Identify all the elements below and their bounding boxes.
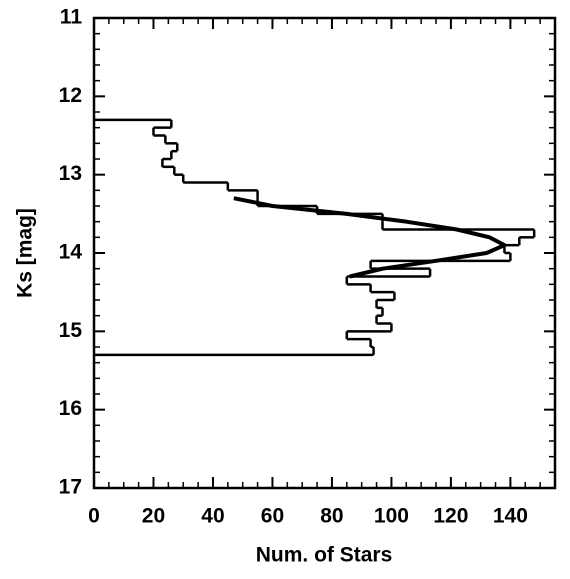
x-tick-label: 40 <box>201 505 224 528</box>
x-tick-label: 100 <box>374 505 409 528</box>
y-tick-label: 14 <box>59 241 83 264</box>
plot-frame <box>92 16 557 490</box>
y-tick-label: 13 <box>59 162 82 185</box>
x-tick-label: 20 <box>142 505 165 528</box>
fit-curve <box>233 196 507 279</box>
y-tick-label: 15 <box>59 319 83 342</box>
y-tick-label: 16 <box>59 397 82 420</box>
x-tick-label: 80 <box>320 505 343 528</box>
x-tick-label: 140 <box>493 505 528 528</box>
y-axis-label: Ks [mag] <box>14 208 37 298</box>
x-axis-label: Num. of Stars <box>256 544 393 567</box>
x-tick-label: 120 <box>433 505 468 528</box>
y-tick-label: 17 <box>59 476 82 499</box>
y-tick-label: 12 <box>59 84 82 107</box>
y-tick-label: 11 <box>60 6 83 29</box>
x-tick-label: 60 <box>261 505 284 528</box>
x-tick-label: 0 <box>88 505 100 528</box>
